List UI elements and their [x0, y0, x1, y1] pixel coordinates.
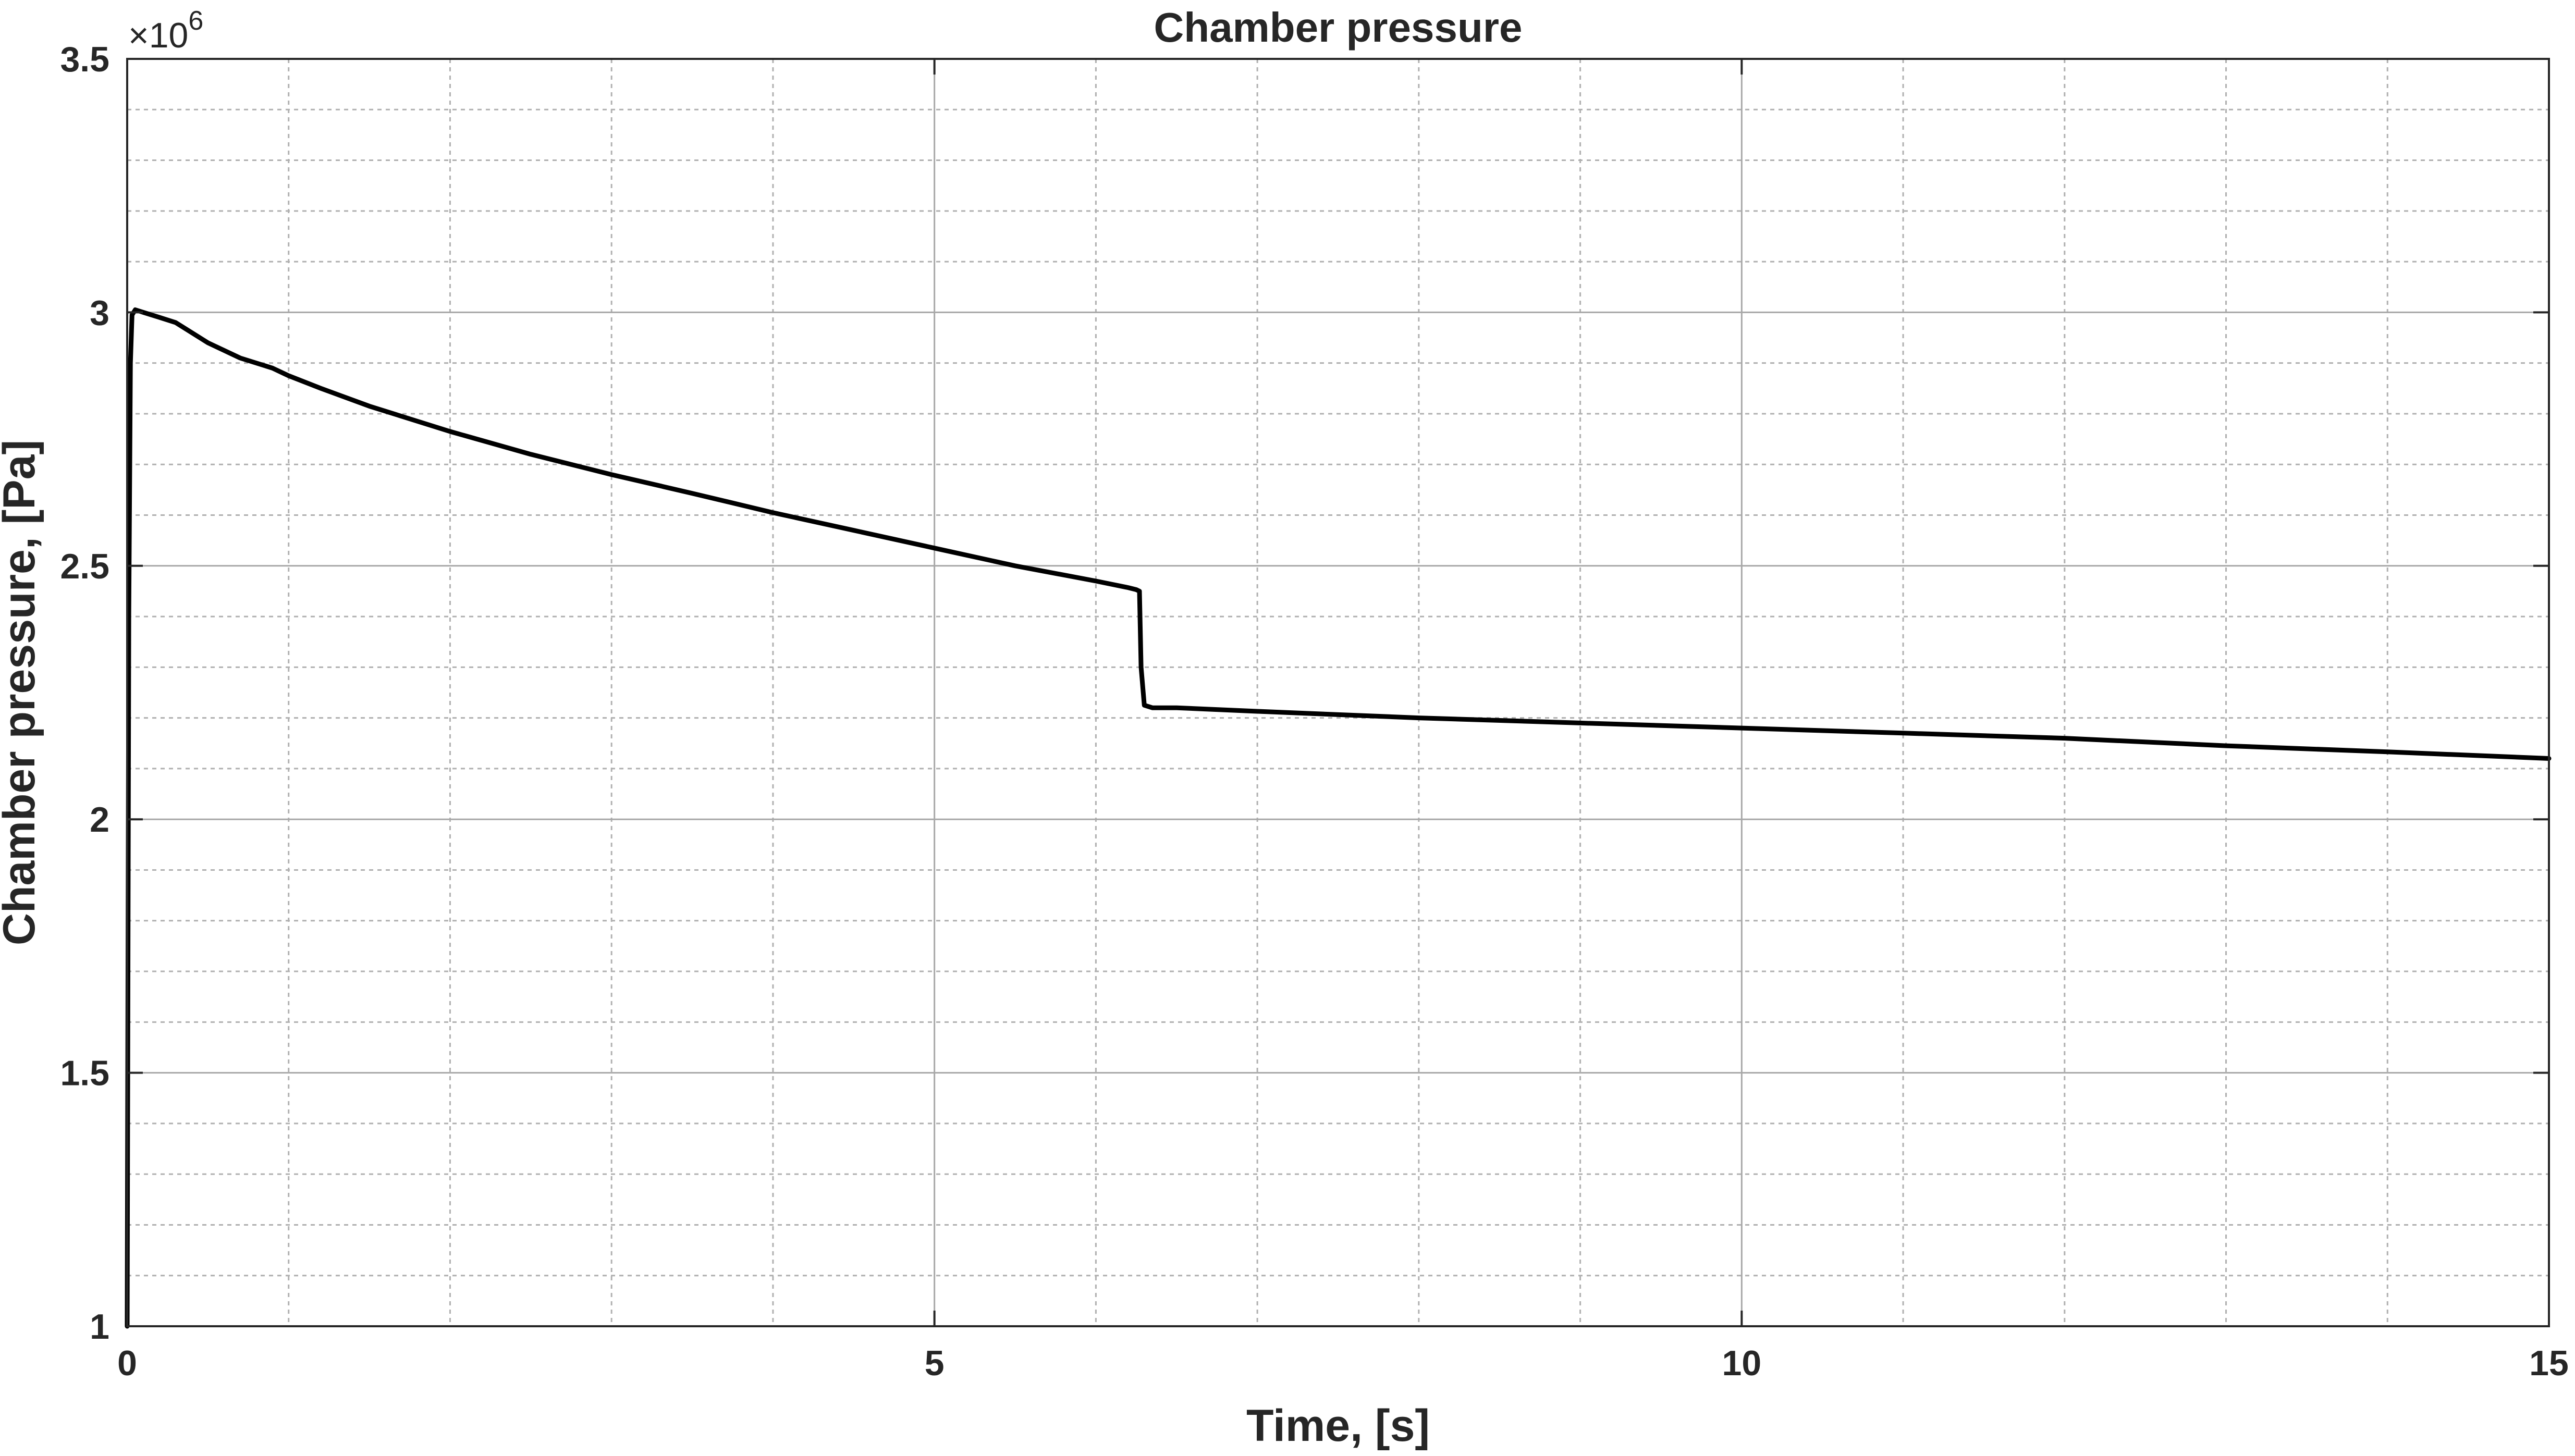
- y-tick-label: 2: [90, 800, 109, 840]
- x-axis-title: Time, [s]: [1246, 1401, 1430, 1451]
- y-tick-label: 1.5: [60, 1054, 109, 1093]
- x-tick-label: 15: [2529, 1343, 2569, 1383]
- y-exponent-power: 6: [188, 6, 203, 36]
- x-tick-label: 5: [925, 1343, 945, 1383]
- chart-title: Chamber pressure: [1154, 4, 1523, 51]
- y-axis-title: Chamber pressure, [Pa]: [0, 440, 44, 945]
- series-layer: [125, 307, 2552, 1329]
- y-tick-label: 1: [90, 1307, 109, 1347]
- y-tick-label: 3: [90, 293, 109, 332]
- x-tick-label: 0: [117, 1343, 137, 1383]
- axes-layer: [126, 58, 2550, 1327]
- x-tick-label: 10: [1722, 1343, 1762, 1383]
- y-tick-label: 2.5: [60, 547, 109, 586]
- plot-frame: [126, 58, 2550, 1327]
- series-line-0: [125, 307, 2552, 1329]
- grid-layer: [126, 58, 2550, 1327]
- y-tick-label: 3.5: [60, 40, 109, 79]
